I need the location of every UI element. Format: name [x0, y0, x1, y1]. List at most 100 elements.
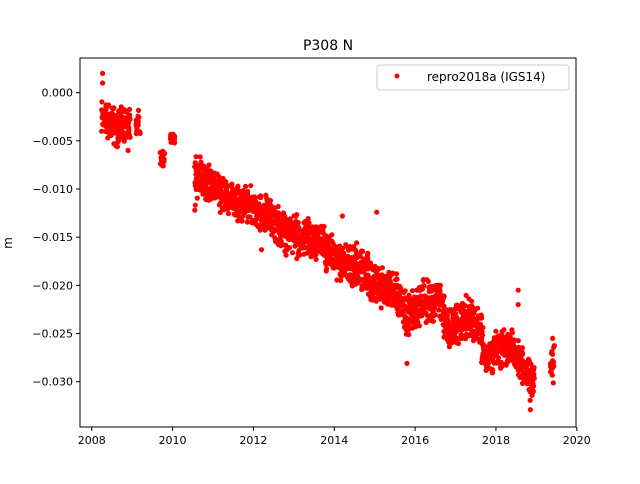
data-point	[126, 106, 133, 112]
data-point	[338, 277, 344, 284]
x-tick-label: 2018	[482, 434, 510, 447]
data-point	[393, 271, 400, 277]
data-point	[491, 346, 497, 352]
data-point	[501, 327, 507, 333]
data-point	[511, 355, 517, 361]
data-point	[531, 365, 537, 371]
data-point	[446, 344, 452, 350]
data-point	[286, 245, 293, 251]
data-point	[289, 250, 296, 256]
data-point	[359, 277, 365, 283]
legend-label: repro2018a (IGS14)	[427, 70, 545, 84]
data-point	[349, 283, 355, 289]
data-point	[275, 203, 281, 210]
legend: repro2018a (IGS14)	[376, 64, 570, 91]
data-point	[313, 256, 319, 262]
data-point	[378, 305, 384, 311]
x-tick-label: 2020	[563, 434, 591, 447]
data-point	[428, 318, 434, 324]
data-point	[515, 367, 522, 373]
data-point	[418, 285, 424, 291]
data-point-outlier	[404, 360, 410, 366]
data-point	[367, 262, 373, 268]
data-point	[402, 288, 408, 294]
data-point	[229, 184, 235, 190]
data-point	[422, 299, 428, 305]
y-axis-label: m	[1, 237, 15, 249]
data-point	[512, 360, 519, 366]
data-point	[124, 134, 130, 140]
data-point	[121, 138, 127, 144]
data-point	[495, 333, 502, 339]
data-point	[447, 320, 453, 326]
data-point	[314, 246, 320, 252]
data-point-outlier	[100, 80, 106, 86]
data-point	[344, 258, 350, 264]
data-point	[453, 335, 459, 341]
data-point	[160, 149, 166, 155]
data-point	[430, 303, 437, 309]
data-point	[197, 172, 203, 178]
data-point	[519, 380, 526, 386]
data-point	[313, 251, 319, 257]
data-point	[158, 157, 164, 163]
data-point-outlier	[258, 247, 265, 253]
data-point	[257, 227, 263, 233]
chart-title: P308 N	[303, 38, 353, 54]
data-point	[192, 202, 198, 208]
data-point	[326, 234, 332, 240]
data-point	[235, 209, 241, 215]
data-point	[171, 132, 177, 138]
data-point	[403, 331, 409, 337]
data-point	[526, 356, 532, 362]
data-point	[223, 179, 229, 185]
data-point	[111, 141, 117, 147]
y-tick-label: −0.025	[32, 328, 73, 341]
data-point	[317, 228, 323, 235]
data-point	[99, 99, 105, 105]
data-point	[489, 366, 495, 372]
x-tick-label: 2014	[320, 434, 348, 447]
x-tick-label: 2010	[159, 434, 187, 447]
data-point	[295, 220, 301, 226]
data-point	[549, 348, 555, 355]
data-point	[206, 197, 212, 203]
data-point	[424, 277, 430, 283]
data-point	[239, 218, 245, 224]
data-point	[261, 204, 267, 210]
data-point	[103, 107, 109, 113]
data-point	[197, 154, 203, 160]
data-point	[326, 243, 332, 249]
data-point	[426, 304, 433, 310]
data-point	[394, 294, 400, 300]
data-point	[527, 389, 533, 395]
data-point	[278, 234, 284, 240]
data-point	[285, 224, 291, 230]
data-point	[103, 120, 109, 126]
data-point-outlier	[100, 70, 106, 76]
x-tick-label: 2016	[401, 434, 429, 447]
data-point	[527, 397, 533, 403]
data-point-outlier	[339, 213, 345, 219]
x-tick-label: 2012	[239, 434, 267, 447]
data-point	[467, 304, 473, 310]
data-point	[469, 298, 475, 304]
data-point-outlier	[515, 287, 521, 293]
data-point	[242, 183, 249, 189]
data-point	[119, 118, 125, 124]
data-point	[447, 325, 453, 331]
data-point	[355, 253, 361, 259]
data-point	[476, 315, 482, 321]
legend-box	[376, 64, 570, 91]
data-point	[394, 276, 400, 282]
data-point	[436, 307, 442, 313]
data-point	[105, 103, 111, 109]
data-point	[495, 355, 501, 361]
data-point	[493, 328, 499, 334]
data-point	[354, 240, 360, 246]
data-point	[334, 277, 340, 283]
data-point	[245, 188, 251, 194]
data-point	[217, 209, 223, 215]
data-point	[550, 380, 556, 386]
data-point	[531, 372, 537, 378]
